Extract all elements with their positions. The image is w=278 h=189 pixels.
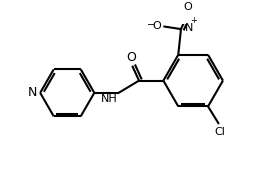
- Text: NH: NH: [101, 94, 117, 104]
- Text: Cl: Cl: [215, 127, 226, 137]
- Text: N: N: [185, 23, 193, 33]
- Text: O: O: [183, 2, 192, 12]
- Text: N: N: [28, 86, 37, 99]
- Text: +: +: [190, 16, 197, 25]
- Text: −: −: [147, 20, 155, 30]
- Text: O: O: [153, 21, 161, 31]
- Text: O: O: [126, 51, 136, 64]
